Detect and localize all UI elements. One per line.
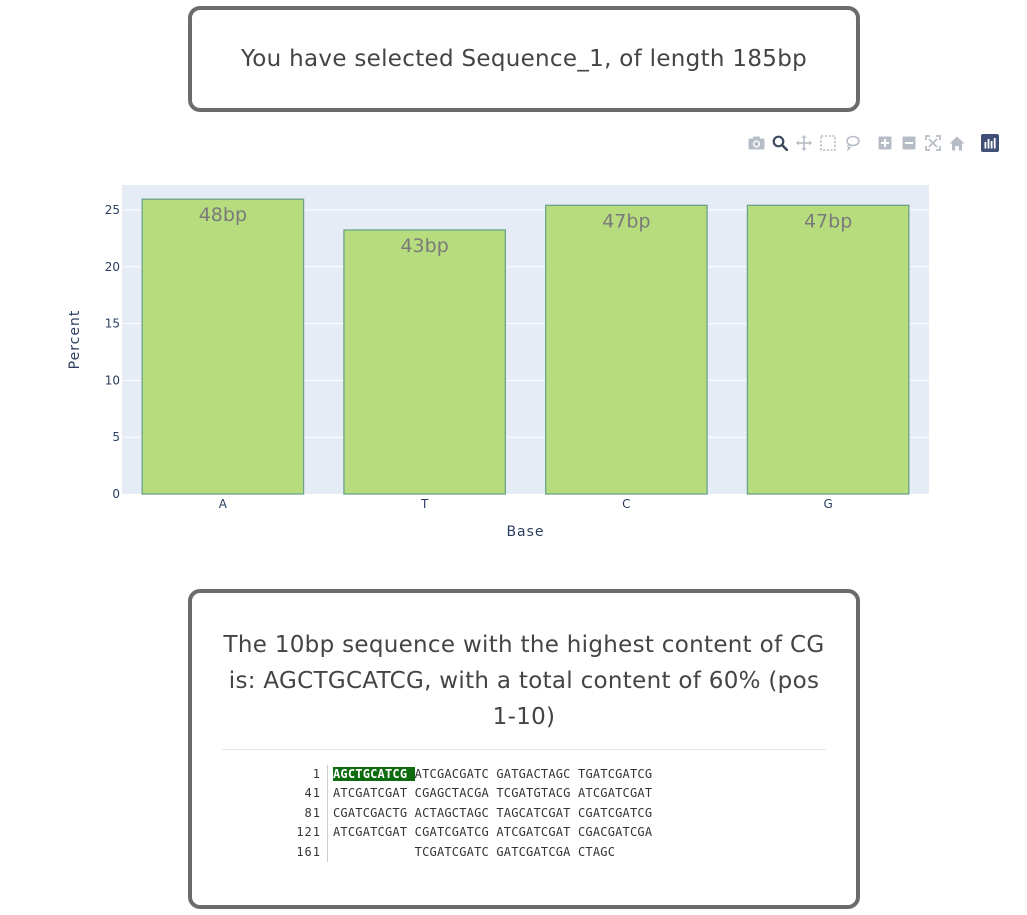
bar-label-A: 48bp [199,204,247,226]
box-select-icon [820,135,836,151]
sequence-text: TCGATCGATC GATCGATCGA CTAGC [328,843,615,862]
divider [222,749,826,750]
base-composition-chart: 48bp 43bp 47bp 47bp 0 5 10 15 20 25 A T C G Base Per… [67,185,929,540]
bar-A[interactable] [141,198,305,495]
reset-axes-icon [949,136,965,150]
chart-modebar [744,133,1002,153]
x-tick-label: T [420,497,429,511]
box-select-button[interactable] [816,133,840,153]
plotly-logo-icon [981,134,999,152]
autoscale-icon [925,135,941,151]
zoom-out-button[interactable] [897,133,921,153]
sequence-text: AGCTGCATCG ATCGACGATC GATGACTAGC TGATCGA… [328,765,652,784]
pan-button[interactable] [792,133,816,153]
y-tick-label: 20 [105,260,120,274]
bar-G[interactable] [746,204,910,495]
sequence-rest: ATCGATCGAT CGATCGATCG ATCGATCGAT CGACGAT… [333,825,653,840]
sequence-text: CGATCGACTG ACTAGCTAGC TAGCATCGAT CGATCGA… [328,804,652,823]
y-tick-label: 15 [105,317,120,331]
sequence-position: 1 [228,765,328,785]
y-tick-label: 5 [112,430,120,444]
download-png-button[interactable] [744,133,768,153]
bar-T[interactable] [343,229,506,495]
sequence-row: 161 TCGATCGATC GATCGATCGA CTAGC [228,842,652,862]
sequence-position: 121 [228,823,328,843]
bar-label-C: 47bp [602,210,650,232]
sequence-row: 41 ATCGATCGAT CGAGCTACGA TCGATGTACG ATCGA… [228,784,652,804]
sequence-rest: ATCGATCGAT CGAGCTACGA TCGATGTACG ATCGATC… [333,786,653,801]
cg-content-card: The 10bp sequence with the highest conte… [188,589,860,909]
x-tick-label: G [823,497,832,511]
highlighted-sequence: AGCTGCATCG [333,767,415,781]
zoom-icon [772,135,788,151]
sequence-position: 81 [228,803,328,824]
x-tick-label: C [622,497,630,511]
x-axis-title: Base [506,524,544,540]
camera-icon [748,136,764,150]
y-axis-title: Percent [67,310,83,370]
sequence-rest: TCGATCGATC GATCGATCGA CTAGC [333,844,616,859]
cg-result-text: The 10bp sequence with the highest conte… [223,632,825,730]
lasso-select-icon [846,135,860,151]
sequence-rest: ATCGACGATC GATGACTAGC TGATCGATCG [414,767,653,781]
pan-icon [796,135,812,151]
sequence-position: 161 [228,842,328,862]
zoom-in-button[interactable] [873,133,897,153]
zoom-in-icon [878,136,892,150]
sequence-rest: CGATCGACTG ACTAGCTAGC TAGCATCGAT CGATCGA… [333,805,653,820]
sequence-row: 81 CGATCGACTG ACTAGCTAGC TAGCATCGAT CGATC… [228,803,652,824]
lasso-select-button[interactable] [840,133,864,153]
zoom-button[interactable] [768,133,792,153]
y-tick-label: 25 [105,203,120,217]
sequence-viewer: 1 AGCTGCATCG ATCGACGATC GATGACTAGC TGATCG… [228,765,652,862]
sequence-position: 41 [228,784,328,804]
selection-summary-text: You have selected Sequence_1, of length … [240,46,807,72]
autoscale-button[interactable] [921,133,945,153]
bar-label-G: 47bp [804,210,852,232]
reset-axes-button[interactable] [945,133,969,153]
sequence-text: ATCGATCGAT CGATCGATCG ATCGATCGAT CGACGAT… [328,823,652,842]
bar-label-T: 43bp [400,235,448,257]
y-tick-label: 10 [105,373,120,387]
bar-C[interactable] [545,204,708,495]
y-tick-label: 0 [112,487,120,501]
selection-summary-card: You have selected Sequence_1, of length … [188,6,860,112]
sequence-row: 121 ATCGATCGAT CGATCGATCG ATCGATCGAT CGAC… [228,823,652,843]
x-tick-label: A [219,497,228,511]
zoom-out-icon [902,136,916,150]
sequence-text: ATCGATCGAT CGAGCTACGA TCGATGTACG ATCGATC… [328,784,652,803]
plotly-logo-link[interactable] [978,133,1002,153]
sequence-row: 1 AGCTGCATCG ATCGACGATC GATGACTAGC TGATCG… [228,765,652,785]
